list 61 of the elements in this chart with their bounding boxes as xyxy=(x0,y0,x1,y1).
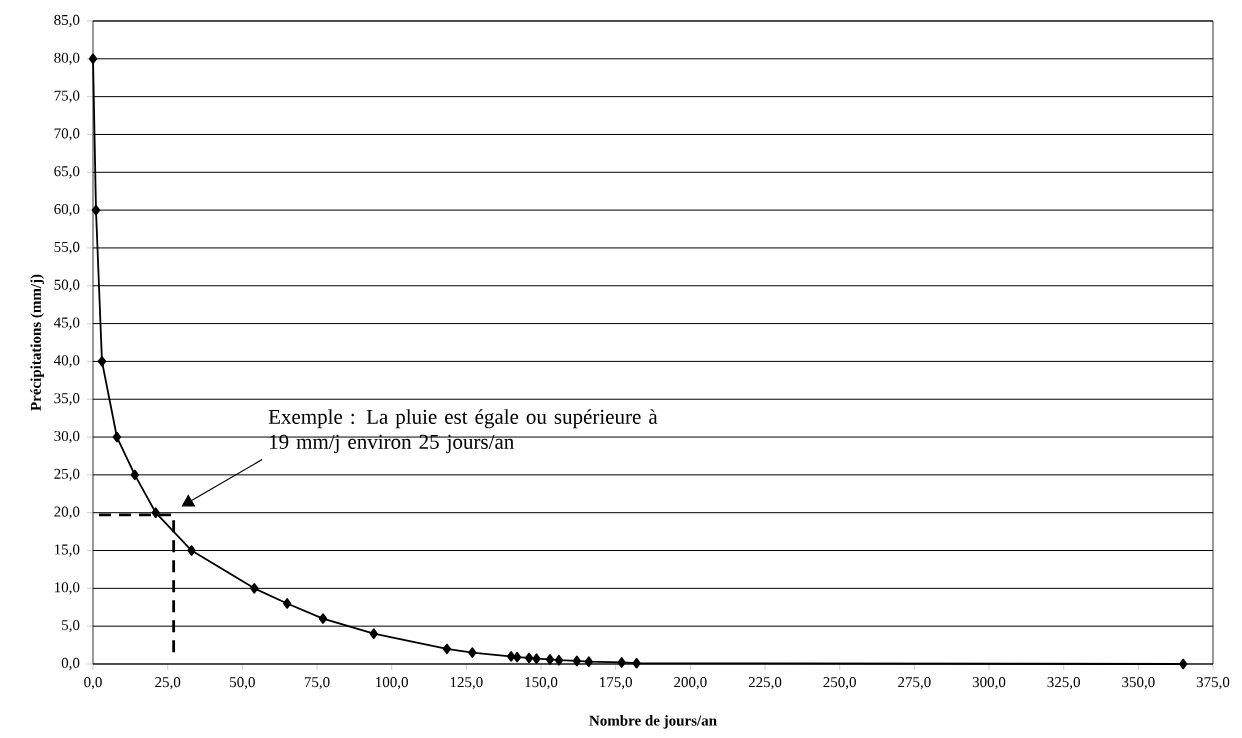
y-tick-label: 20,0 xyxy=(54,506,80,519)
x-tick-label: 100,0 xyxy=(376,677,408,690)
x-tick-label: 250,0 xyxy=(823,677,856,690)
x-tick-label: 350,0 xyxy=(1122,677,1155,690)
x-tick-label: 25,0 xyxy=(155,677,181,690)
point xyxy=(442,643,452,655)
y-tick-label: 45,0 xyxy=(53,317,80,330)
x-tick-label: 75,0 xyxy=(304,677,330,690)
y-tick-label: 30,0 xyxy=(54,430,80,444)
y-tick-label: 70,0 xyxy=(54,128,80,141)
y-tick-label: 60,0 xyxy=(54,203,80,217)
point xyxy=(572,655,582,667)
point xyxy=(91,204,101,216)
point xyxy=(97,356,107,367)
point xyxy=(250,583,259,594)
point xyxy=(369,628,378,640)
point xyxy=(617,657,626,668)
y-tick-label: 15,0 xyxy=(55,544,80,557)
y-tick-label: 25,0 xyxy=(54,468,80,482)
y-tick-label: 85,0 xyxy=(54,14,80,28)
x-tick-label: 0,0 xyxy=(84,677,102,690)
point xyxy=(88,53,98,65)
y-tick-label: 0,0 xyxy=(61,657,80,671)
point xyxy=(468,647,477,658)
x-tick-label: 300,0 xyxy=(972,677,1006,690)
point xyxy=(512,651,522,663)
x-tick-label: 325,0 xyxy=(1047,677,1080,690)
point xyxy=(532,653,541,664)
y-tick-label: 75,0 xyxy=(54,90,80,103)
y-tick-label: 65,0 xyxy=(54,166,80,179)
point xyxy=(130,469,140,481)
y-tick-label: 40,0 xyxy=(53,355,80,368)
point xyxy=(632,657,641,669)
point xyxy=(584,656,593,668)
x-tick-label: 175,0 xyxy=(600,677,632,690)
point xyxy=(151,507,160,518)
point xyxy=(112,431,122,443)
x-tick-label: 50,0 xyxy=(230,677,255,690)
point xyxy=(187,545,196,556)
point xyxy=(506,651,516,662)
x-tick-label: 125,0 xyxy=(450,677,483,690)
y-tick-label: 50,0 xyxy=(54,279,80,292)
y-tick-label: 80,0 xyxy=(54,52,80,65)
annotation: Exemple : La pluie est égale ou supérieure à 19 mm/j environ 25 jours/an xyxy=(268,409,658,454)
y-tick-label: 5,0 xyxy=(62,620,80,633)
y-tick-label: 35,0 xyxy=(54,393,80,406)
y-axis-title: Précipitations (mm/j) xyxy=(30,274,44,411)
x-tick-label: 275,0 xyxy=(898,677,931,690)
x-tick-label: 225,0 xyxy=(748,677,782,690)
y-tick-label: 55,0 xyxy=(54,241,80,255)
x-axis-title: Nombre de jours/an xyxy=(589,715,717,729)
x-tick-label: 375,0 xyxy=(1196,677,1230,690)
point xyxy=(545,654,555,665)
point xyxy=(1178,658,1188,670)
x-tick-label: 200,0 xyxy=(674,677,707,690)
point xyxy=(524,652,534,664)
point xyxy=(554,654,564,666)
y-tick-label: 10,0 xyxy=(55,582,80,595)
x-tick-label: 150,0 xyxy=(525,677,558,690)
point xyxy=(282,598,292,609)
point xyxy=(318,613,328,624)
